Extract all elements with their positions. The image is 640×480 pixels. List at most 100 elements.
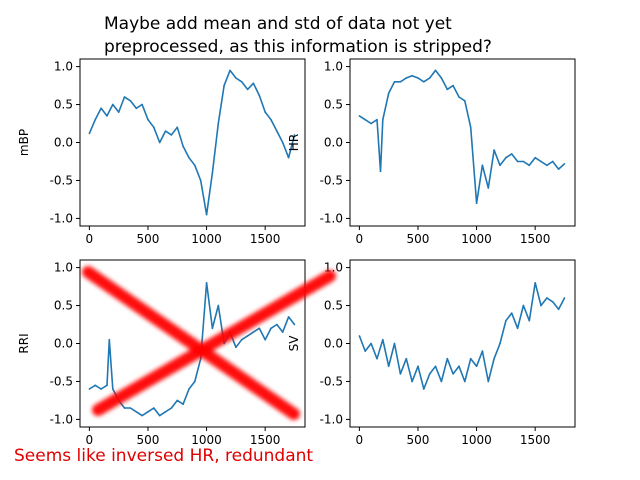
- data-point: [522, 304, 525, 307]
- data-point: [464, 99, 466, 102]
- data-point: [534, 281, 536, 284]
- data-point: [158, 414, 161, 417]
- data-point: [123, 96, 126, 98]
- data-point: [264, 338, 266, 341]
- data-point: [117, 111, 120, 113]
- data-point: [235, 77, 237, 79]
- data-point: [264, 111, 266, 113]
- data-point: [106, 115, 108, 117]
- data-point: [281, 141, 284, 144]
- y-tick-label: 0.0: [54, 337, 73, 351]
- data-point: [176, 126, 179, 129]
- data-point: [516, 327, 519, 330]
- data-point: [112, 388, 114, 390]
- data-point: [423, 388, 425, 390]
- axes-frame: [79, 58, 306, 227]
- data-point: [458, 365, 460, 368]
- data-point: [528, 319, 531, 322]
- data-point: [510, 153, 513, 155]
- data-point: [217, 304, 220, 307]
- data-point: [428, 77, 431, 79]
- data-point: [240, 80, 243, 83]
- data-point: [557, 168, 560, 170]
- data-point: [428, 373, 431, 375]
- figure-title-line-2: preprocessed, as this information is str…: [104, 37, 492, 57]
- data-point: [100, 388, 102, 390]
- data-point: [557, 308, 560, 311]
- data-point: [423, 80, 425, 83]
- y-tick-label: -1.0: [320, 412, 343, 426]
- data-point: [100, 107, 102, 110]
- data-point: [546, 164, 548, 167]
- annotation-note: Seems like inversed HR, redundant: [14, 446, 314, 466]
- data-point: [516, 160, 519, 163]
- x-tick-label: 1000: [461, 433, 492, 447]
- data-point: [276, 323, 278, 326]
- data-point: [108, 338, 111, 341]
- data-point: [153, 126, 155, 129]
- data-point: [176, 399, 179, 402]
- data-point: [188, 156, 190, 159]
- data-point: [446, 88, 449, 91]
- data-point: [129, 407, 132, 409]
- x-tick-label: 1500: [250, 232, 281, 246]
- data-point: [534, 156, 536, 159]
- data-point: [469, 126, 472, 129]
- data-point: [379, 170, 382, 173]
- data-point: [205, 281, 208, 284]
- data-point: [287, 156, 290, 159]
- subplot-hr: 0 500 1000 1500 -1.0 -0.5 0.0 0.5 1.0 HR: [287, 58, 576, 246]
- data-point: [370, 342, 372, 345]
- data-point: [112, 103, 114, 106]
- data-point: [94, 118, 97, 121]
- data-point: [528, 164, 531, 167]
- x-tick-label: 500: [137, 433, 160, 447]
- data-point: [135, 107, 138, 110]
- data-point: [546, 297, 548, 299]
- data-point: [141, 414, 143, 417]
- data-point: [551, 300, 554, 303]
- data-point: [481, 164, 484, 167]
- data-point: [522, 160, 525, 163]
- y-tick-label: 0.5: [324, 299, 343, 313]
- x-tick-label: 500: [407, 433, 430, 447]
- data-point: [135, 411, 138, 413]
- y-tick-label: -1.0: [50, 412, 73, 426]
- data-point: [358, 115, 361, 117]
- y-axis-label: RRI: [17, 333, 31, 353]
- series-line: [358, 281, 566, 390]
- data-point: [387, 365, 390, 368]
- series-line: [358, 69, 566, 204]
- data-point: [411, 380, 413, 383]
- data-point: [182, 403, 184, 406]
- figure-title-line-1: Maybe add mean and std of data not yet: [104, 14, 452, 34]
- series-line: [88, 69, 296, 216]
- data-point: [211, 327, 214, 330]
- x-tick-label: 500: [137, 232, 160, 246]
- data-point: [252, 331, 255, 333]
- data-point: [229, 69, 231, 72]
- x-tick-label: 1000: [191, 232, 222, 246]
- data-point: [88, 132, 91, 135]
- data-point: [194, 380, 196, 383]
- y-tick-label: 1.0: [324, 60, 343, 74]
- data-point: [270, 327, 272, 330]
- x-tick-label: 0: [356, 433, 364, 447]
- data-point: [563, 297, 566, 299]
- data-point: [205, 213, 208, 216]
- data-point: [147, 118, 149, 121]
- data-point: [510, 312, 513, 314]
- y-tick-label: 0.0: [54, 136, 73, 150]
- y-axis-label: mBP: [17, 129, 31, 156]
- data-point: [123, 407, 126, 409]
- data-point: [94, 384, 97, 387]
- x-tick-label: 1500: [250, 433, 281, 447]
- data-point: [170, 407, 173, 409]
- data-point: [464, 380, 466, 383]
- data-point: [475, 202, 478, 205]
- data-point: [393, 80, 396, 83]
- subplot-mbp: 0 500 1000 1500 -1.0 -0.5 0.0 0.5 1.0 mBP: [17, 58, 306, 246]
- data-point: [382, 338, 384, 341]
- data-point: [246, 88, 249, 91]
- data-point: [153, 407, 155, 409]
